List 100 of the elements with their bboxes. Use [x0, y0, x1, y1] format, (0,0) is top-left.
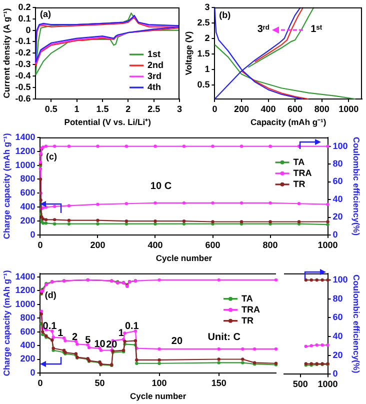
y-tick-label: 1200 — [15, 285, 36, 296]
annotation: 10 C — [150, 180, 172, 192]
x-tick-label: 100 — [152, 378, 167, 388]
y-tick-label: 200 — [20, 354, 36, 364]
x-axis-title: Cycle number — [130, 391, 187, 402]
y-tick-label: 3 — [204, 2, 210, 12]
y2-tick-label: 80 — [332, 158, 343, 169]
x-tick-label: 1 — [74, 104, 80, 114]
x-tick-label: 800 — [262, 240, 278, 250]
y2-tick-label: 0 — [332, 229, 338, 240]
y-axis-title: Voltage (V) — [183, 31, 194, 76]
y-tick-label: 2.5 — [197, 17, 210, 28]
annotation: (a) — [40, 9, 52, 20]
y-tick-label: 200 — [20, 216, 36, 226]
y-tick-label: 1000 — [15, 298, 36, 309]
legend-label: TRA — [242, 304, 260, 314]
annotation: Unit: C — [208, 332, 241, 343]
x-tick-label: 1000 — [318, 379, 338, 390]
x-tick-label: 3 — [176, 104, 182, 114]
annotation: 5 — [85, 334, 92, 346]
annotation: 0.1 — [42, 321, 58, 332]
legend-label: 2nd — [147, 60, 164, 70]
legend-label: TA — [293, 156, 306, 167]
legend-label: 4th — [147, 82, 161, 92]
legend-label: TA — [242, 293, 254, 304]
y-tick-label: 0 — [30, 229, 36, 240]
annotation: 20 — [171, 336, 183, 347]
x-tick-label: 200 — [234, 104, 250, 114]
y2-tick-label: 60 — [332, 312, 343, 322]
x-tick-label: 600 — [288, 104, 303, 114]
y-tick-label: 1 — [204, 64, 210, 74]
legend-label: TRA — [293, 168, 312, 178]
annotation: 1 — [58, 328, 64, 339]
y-tick-label: 400 — [20, 340, 36, 350]
y-tick-label: 0 — [26, 24, 31, 35]
x-tick-label: 1000 — [338, 104, 359, 114]
y-tick-label: 1200 — [15, 146, 36, 156]
annotation: 1ˢᵗ — [310, 24, 323, 36]
legend-label: 1st — [147, 48, 161, 59]
x-tick-label: 1.5 — [96, 104, 109, 114]
y2-tick-label: 40 — [332, 194, 343, 204]
y-tick-label: 800 — [20, 174, 36, 184]
y2-tick-label: 0 — [332, 368, 338, 379]
x-tick-label: 50 — [94, 378, 105, 388]
y-tick-label: -0.2 — [15, 48, 31, 58]
y-tick-label: 2 — [204, 32, 210, 43]
y-tick-label: 0 — [30, 367, 36, 378]
annotation: 3ʳᵈ — [257, 24, 270, 36]
x-tick-label: 800 — [314, 104, 330, 114]
legend-label: TR — [293, 178, 306, 189]
y-tick-label: 0.1 — [18, 13, 31, 24]
y-tick-label: 1.5 — [197, 48, 210, 58]
annotation: (d) — [44, 290, 56, 300]
y-tick-label: 600 — [20, 188, 36, 198]
x-tick-label: 500 — [292, 379, 308, 390]
y-tick-label: 400 — [20, 202, 36, 212]
x-tick-label: 400 — [260, 104, 276, 114]
y-axis-title: Charge capacity (mAh g⁻¹) — [1, 133, 12, 240]
annotation: (c) — [46, 151, 57, 162]
x-tick-label: 0.5 — [44, 104, 58, 114]
y2-tick-label: 80 — [332, 293, 343, 304]
annotation: 0.1 — [124, 321, 140, 332]
y-tick-label: -0.1 — [15, 36, 31, 46]
annotation: 1 — [118, 328, 124, 339]
legend-label: TR — [242, 315, 254, 326]
y-tick-label: 0.2 — [18, 2, 31, 12]
x-tick-label: 400 — [148, 240, 163, 250]
x-tick-label: 0 — [212, 104, 218, 114]
y2-axis-title: Coulombic efficiency(%) — [352, 274, 362, 374]
y2-tick-label: 100 — [332, 274, 348, 284]
y-axis-title: Charge capacity (mAh g⁻¹) — [1, 270, 12, 376]
annotation: 2 — [72, 332, 78, 344]
x-axis-title: Potential (V vs. Li/Li⁺) — [64, 117, 152, 128]
annotation: (b) — [219, 10, 231, 20]
x-tick-label: 2.5 — [148, 104, 160, 114]
y2-tick-label: 20 — [332, 350, 343, 360]
x-tick-label: 2 — [126, 104, 131, 114]
y-tick-label: 0.5 — [197, 80, 210, 90]
y-tick-label: -0.6 — [15, 93, 31, 104]
y-tick-label: 600 — [20, 326, 36, 336]
x-tick-label: 150 — [211, 378, 226, 388]
y-tick-label: 1400 — [15, 132, 36, 142]
y-tick-label: -0.3 — [15, 59, 31, 70]
y-tick-label: 1400 — [15, 271, 36, 282]
x-tick-label: 0 — [38, 378, 43, 388]
y-axis-title: Current density (A g⁻¹) — [1, 8, 12, 98]
legend-label: 3rd — [147, 70, 162, 81]
x-axis-title: Capacity (mAh g⁻¹) — [250, 117, 326, 128]
x-tick-label: 0 — [38, 240, 43, 250]
y-tick-label: 1000 — [15, 160, 36, 170]
x-tick-label: 1000 — [318, 240, 338, 250]
y-tick-label: 800 — [20, 312, 36, 323]
y2-tick-label: 40 — [332, 331, 343, 341]
x-axis-title: Cycle number — [156, 253, 213, 264]
annotation: 10 — [94, 338, 106, 350]
y2-tick-label: 20 — [332, 212, 343, 222]
x-tick-label: 200 — [90, 240, 106, 250]
y2-axis-title: Coulombic efficiency(%) — [352, 136, 362, 236]
y-tick-label: -0.4 — [15, 70, 31, 81]
y2-tick-label: 100 — [332, 140, 348, 151]
